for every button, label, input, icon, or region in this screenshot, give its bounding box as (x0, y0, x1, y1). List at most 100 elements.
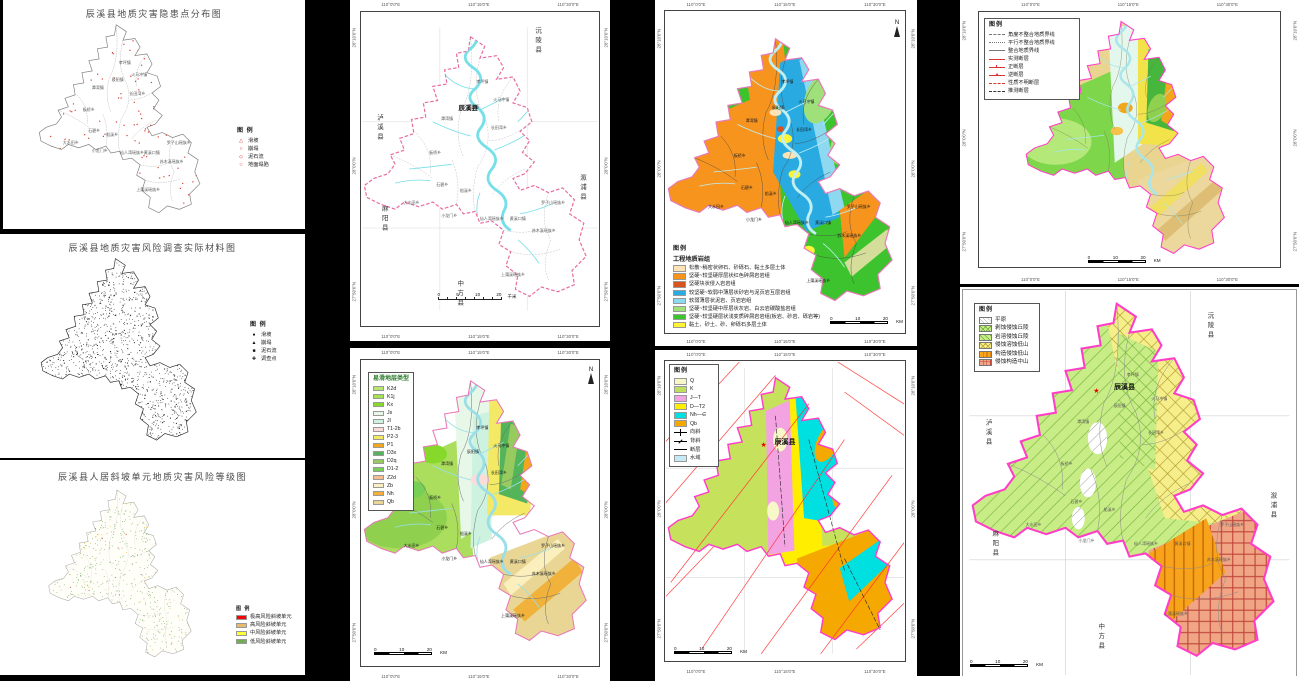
hazard-symbol-icon: ☆ (238, 161, 244, 168)
panel-slope-risk-grade-map: 辰溪县人居斜坡单元地质灾害风险等级图 图 例 极高风险斜坡单元 高风险斜坡单元 (0, 460, 305, 675)
panel-rock-group-map: 110°0'0"E 110°15'0"E 110°30'0"E 110°0'0"E 1… (655, 0, 917, 346)
county-map-canvas: 潭湾镇 辰阳镇 孝坪镇 长田湾乡 火马冲镇 板桥乡 石碧乡 大水田乡 船溪乡 小龙门乡 仙人湾瑶族乡… (964, 291, 1295, 675)
latitude-labels-left: 28°10'0"N 28°0'0"N 27°50'0"N (350, 28, 358, 302)
neighbor-county-label: 泸溪县 (984, 418, 992, 448)
coordinate-label: 27°50'0"N (910, 618, 916, 639)
legend-label: 极高风险斜坡单元 (250, 614, 292, 621)
scale-number: 20 (1022, 658, 1028, 664)
legend-label: 水域 (690, 455, 701, 462)
coordinate-label: 27°50'0"N (603, 623, 609, 643)
scale-unit: KM (896, 319, 903, 324)
legend-item: P1 (373, 442, 409, 449)
coordinate-label: 110°0'0"E (686, 339, 706, 344)
coordinate-label: 110°15'0"E (468, 674, 490, 679)
strata-code: Zb (387, 482, 394, 489)
legend-label: J—T (690, 394, 701, 401)
legend-label: 坚硬块状侵入岩岩组 (689, 281, 736, 288)
legend-item: Js (373, 410, 409, 417)
coordinate-label: 110°15'0"E (468, 1, 490, 7)
legend-item: 极高风险斜坡单元 (236, 614, 300, 621)
scale-number: 0 (970, 658, 973, 664)
legend-item: 侵蚀溶蚀低山 (979, 342, 1035, 350)
coordinate-label: 28°0'0"N (961, 128, 967, 146)
structure-symbol (674, 438, 687, 445)
legend-item: Nh—∈ (674, 411, 714, 419)
scale-bar: 0 5 10 20 千米 (437, 291, 517, 301)
legend-item: P2-3 (373, 434, 409, 441)
legend-geology: 图例 角度不整合地质界线 平行不整合地质界线 整合地质界线 (984, 18, 1080, 101)
strata-color-swatch (373, 491, 384, 497)
legend-label: 坚硬~较坚硬厚层状红色碎屑岩岩组 (689, 273, 770, 280)
scale-number: 20 (426, 646, 432, 652)
strata-color-swatch (373, 426, 384, 432)
strata-color-swatch (373, 386, 384, 392)
legend-label: 平行不整合地质界线 (1008, 39, 1055, 46)
legend-item: 逆断层 (989, 72, 1075, 79)
geology-map-svg (1025, 20, 1226, 254)
strata-color-swatch (373, 418, 384, 424)
strata-code: P1 (387, 442, 394, 449)
coordinate-label: 110°30'0"E (864, 339, 886, 344)
neighbor-county-label: 溆浦县 (578, 173, 586, 202)
page-title: 辰溪县地质灾害风险调查实际材料图 (68, 243, 237, 253)
strata-code: K2d (387, 385, 397, 392)
scale-bar: 0 10 20 KM (970, 658, 1043, 667)
structure-symbol (674, 454, 687, 462)
scale-unit: KM (740, 649, 747, 654)
page-edge-strip (655, 676, 1299, 681)
survey-symbol-icon: ■ (252, 347, 256, 354)
legend-label: 高风险斜坡单元 (250, 622, 287, 629)
legend-label: 侵蚀溶蚀低山 (995, 342, 1029, 349)
rock-group-swatch (673, 321, 686, 329)
legend-item: D2q (373, 458, 409, 465)
strata-color-swatch (373, 467, 384, 473)
legend-item: 黏土、砂土、砂、卵砾石多层土体 (673, 321, 859, 329)
legend-landform: 图例 平原 剥蚀侵蚀丘陵 岩溶侵蚀丘陵 (974, 303, 1040, 373)
legend-item: Qb (373, 499, 409, 506)
legend-item: 软弱薄层状泥岩、页岩岩组 (673, 297, 859, 305)
legend-item: 实测断层 (989, 56, 1075, 63)
legend-label: 坚硬~较坚硬中厚层状灰岩、白云岩碳酸盐岩组 (689, 305, 796, 312)
legend-item: 侵蚀构造中山 (979, 359, 1035, 367)
scale-bar-line (830, 321, 888, 324)
coordinate-label: 28°0'0"N (656, 499, 662, 517)
map-frame (664, 10, 906, 334)
neighbor-county-label: 麻阳县 (990, 530, 998, 559)
scale-number: 0 (437, 291, 441, 297)
legend-label: 泥石流 (248, 153, 264, 160)
legend-item: Zb (373, 483, 409, 490)
rock-group-swatch (673, 273, 686, 280)
coordinate-label: 27°50'0"N (1292, 231, 1298, 252)
panel-geological-map: 110°0'0"E 110°15'0"E 110°30'0"E 110°0'0"E 1… (960, 0, 1299, 284)
coordinate-label: 110°30'0"E (557, 349, 579, 355)
legend-item: ◇ 泥石流 (237, 154, 299, 161)
strata-color-swatch (373, 442, 384, 448)
panel-structure-map: 110°0'0"E 110°15'0"E 110°30'0"E 110°0'0"E 1… (655, 350, 917, 676)
boundary-line-symbol (989, 72, 1005, 76)
structure-map-svg (666, 362, 904, 655)
coordinate-label: 28°10'0"N (1292, 21, 1298, 41)
coordinate-label: 110°15'0"E (1117, 277, 1139, 282)
scale-number: 20 (726, 645, 732, 651)
legend-item: T1-2b (373, 426, 409, 433)
legend-item: 低风险斜坡单元 (236, 639, 300, 646)
legend-item: 坚硬~较坚硬层状浅变质碎屑岩岩组(板岩、砂岩、砾岩等) (673, 313, 859, 321)
legend-title: 图例 (979, 307, 994, 313)
scale-bar-line (970, 664, 1028, 667)
strata-code: P2-3 (387, 434, 398, 441)
scale-number: 0 (374, 646, 377, 652)
legend-label: 滑坡 (248, 137, 259, 144)
scale-number: 20 (882, 315, 888, 321)
strata-color-swatch (373, 434, 384, 440)
strata-color-swatch (373, 459, 384, 465)
legend-item: Z2d (373, 475, 409, 482)
coordinate-label: 28°0'0"N (603, 501, 609, 519)
legend-item: Kx (373, 402, 409, 409)
legend-label: 构造侵蚀低山 (995, 350, 1029, 357)
coordinate-label: 28°0'0"N (351, 157, 357, 175)
legend-label: 性质不明断层 (1008, 80, 1040, 87)
coordinate-label: 110°30'0"E (557, 1, 579, 7)
boundary-line-symbol (989, 42, 1005, 44)
map-frame (978, 11, 1281, 268)
neighbor-county-label: 沅陵县 (1205, 311, 1213, 340)
